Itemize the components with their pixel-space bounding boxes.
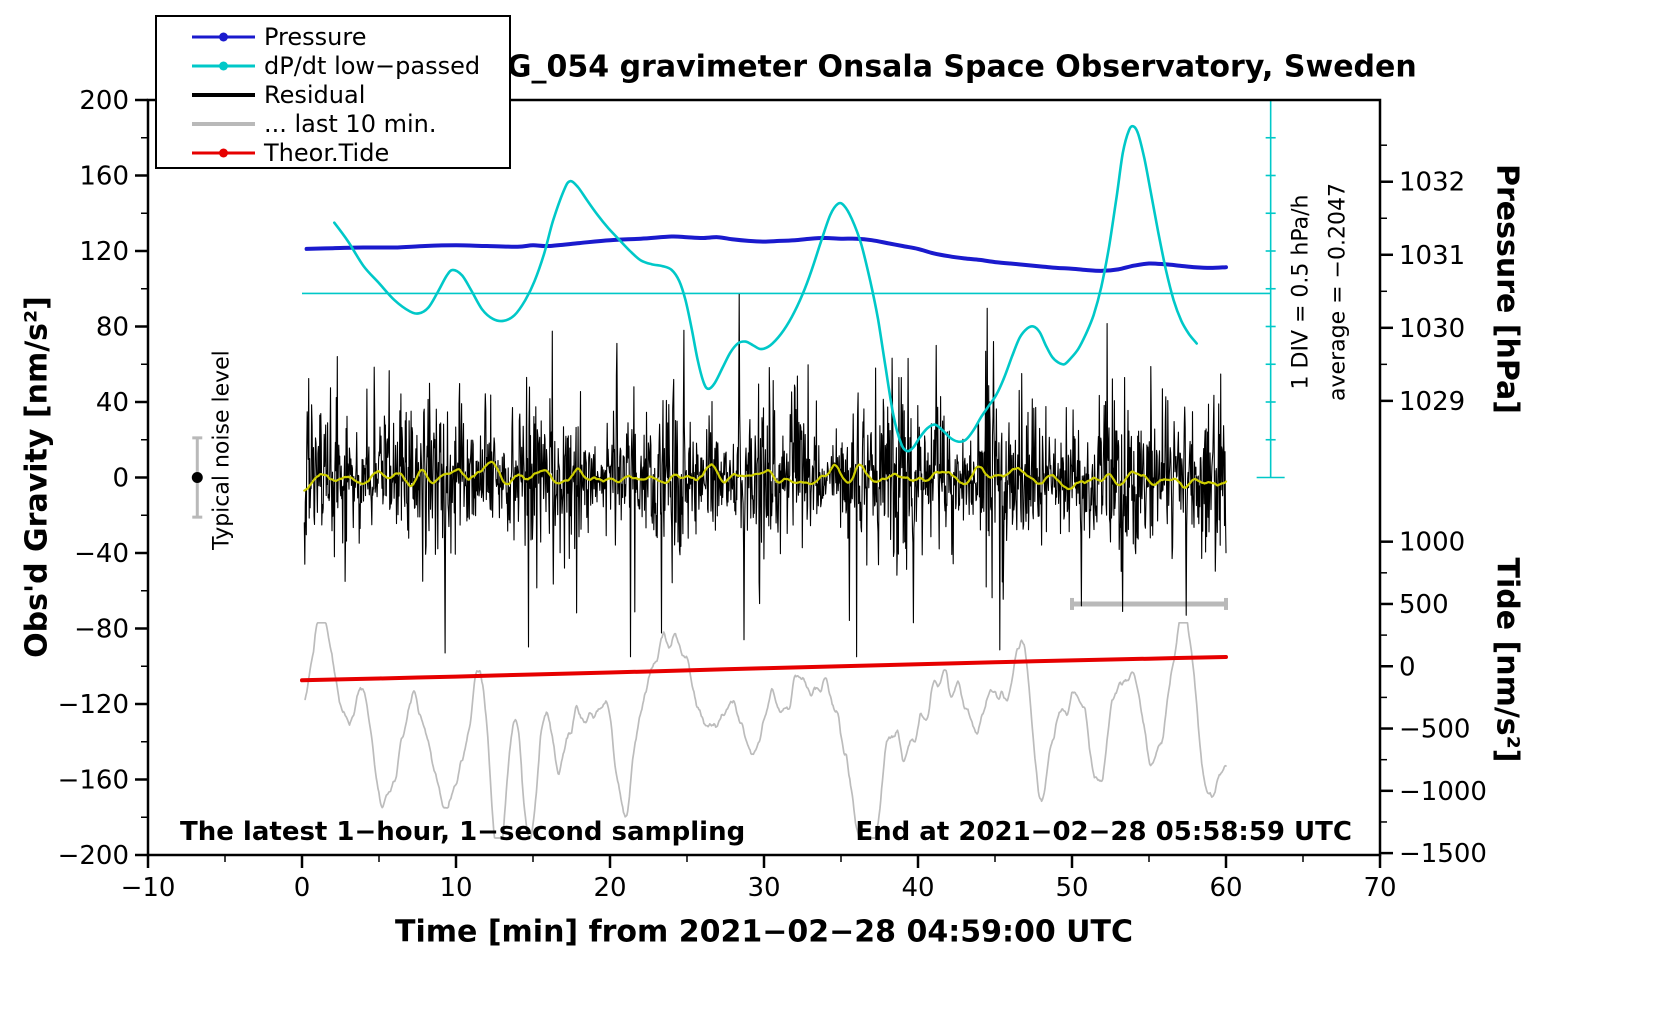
y-left-tick-label: −200 <box>58 841 129 871</box>
tide-tick-label: 0 <box>1399 652 1416 682</box>
tide-tick-label: −500 <box>1399 715 1470 745</box>
legend-label: ... last 10 min. <box>264 109 437 138</box>
pressure-tick-label: 1029 <box>1399 387 1465 417</box>
legend-item-pressure: Pressure <box>157 22 509 51</box>
legend-item-dpdt: dP/dt low−passed <box>157 51 509 80</box>
y-axis-title-gravity: Obs'd Gravity [nm/s²] <box>19 296 55 658</box>
tide-tick-label: −1000 <box>1399 777 1487 807</box>
div-scale-annotation: 1 DIV = 0.5 hPa/h <box>1288 194 1314 390</box>
dpdt-marker-icon <box>219 61 228 70</box>
y-left-tick-label: −120 <box>58 690 129 720</box>
y-left-tick-label: 80 <box>96 313 129 343</box>
legend-label: Residual <box>264 80 366 109</box>
y-left-tick-label: 160 <box>79 162 129 192</box>
pressure-marker-icon <box>219 32 228 41</box>
y-left-tick-label: −40 <box>74 539 129 569</box>
tide-tick-label: 500 <box>1399 590 1449 620</box>
x-tick-label: −10 <box>121 873 176 903</box>
y-axis-title-pressure: Pressure [hPa] <box>1489 164 1525 414</box>
x-tick-label: 30 <box>747 873 780 903</box>
theor-tide-marker-icon <box>219 148 228 157</box>
tide-tick-label: 1000 <box>1399 528 1465 558</box>
x-tick-label: 50 <box>1055 873 1088 903</box>
x-tick-label: 70 <box>1363 873 1396 903</box>
y-left-tick-label: 120 <box>79 237 129 267</box>
x-tick-label: 60 <box>1209 873 1242 903</box>
series-residual <box>303 293 1227 658</box>
x-tick-label: 20 <box>593 873 626 903</box>
residual-line-sample <box>192 92 255 97</box>
series-dp-dt-low-passed <box>333 124 1198 453</box>
series-pressure <box>304 234 1228 273</box>
pressure-tick-label: 1030 <box>1399 314 1465 344</box>
x-tick-label: 0 <box>294 873 311 903</box>
x-tick-label: 10 <box>439 873 472 903</box>
legend-label: Pressure <box>264 22 367 51</box>
dpdt-line-sample <box>192 61 255 70</box>
page-title: SCG_054 gravimeter Onsala Space Observat… <box>463 49 1417 85</box>
y-left-tick-label: 40 <box>96 388 129 418</box>
legend: Pressure dP/dt low−passed Residual ... l… <box>155 15 511 169</box>
y-left-tick-label: −160 <box>58 766 129 796</box>
pressure-line-sample <box>192 32 255 41</box>
y-left-tick-label: 0 <box>112 464 129 494</box>
legend-item-last10min: ... last 10 min. <box>157 109 509 138</box>
pressure-tick-label: 1031 <box>1399 241 1465 271</box>
y-left-tick-label: 200 <box>79 86 129 116</box>
noise-level-dot <box>191 472 203 483</box>
last10min-line-sample <box>192 121 255 126</box>
pressure-tick-label: 1032 <box>1399 168 1465 198</box>
sampling-note: The latest 1−hour, 1−second sampling <box>180 817 746 847</box>
legend-label: Theor.Tide <box>264 138 390 167</box>
noise-level-annotation: Typical noise level <box>209 350 235 550</box>
legend-label: dP/dt low−passed <box>264 51 481 80</box>
y-axis-title-tide: Tide [nm/s²] <box>1489 557 1525 763</box>
theor-tide-line-sample <box>192 148 255 157</box>
legend-item-theor-tide: Theor.Tide <box>157 138 509 167</box>
x-tick-label: 40 <box>901 873 934 903</box>
average-annotation: average = −0.2047 <box>1325 183 1351 401</box>
series-residual-low-passed <box>303 460 1228 492</box>
legend-item-residual: Residual <box>157 80 509 109</box>
series-theor-tide <box>300 655 1228 683</box>
x-axis-title: Time [min] from 2021−02−28 04:59:00 UTC <box>395 914 1133 950</box>
tide-tick-label: −1500 <box>1399 839 1487 869</box>
y-left-tick-label: −80 <box>74 615 129 645</box>
end-time-note: End at 2021−02−28 05:58:59 UTC <box>855 817 1352 847</box>
series-last-10-min <box>304 621 1227 839</box>
